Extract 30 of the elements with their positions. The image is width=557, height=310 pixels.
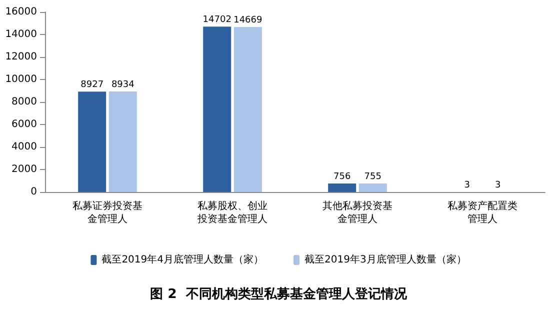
- data-label: 8927: [80, 80, 104, 90]
- legend-label: 截至2019年3月底管理人数量（家）: [304, 254, 466, 266]
- y-tick-label: 0: [30, 186, 37, 198]
- y-tick-label: 16000: [5, 6, 37, 18]
- y-tick-label: 4000: [12, 142, 37, 152]
- text: 图 2 不同机构类型私募基金管理人登记情况: [150, 287, 408, 302]
- bar: [234, 26, 262, 192]
- bar: [108, 91, 137, 192]
- data-label: 14669: [234, 15, 262, 26]
- x-tick-label: 私募证券投资基金管理人: [72, 200, 142, 225]
- x-tick-label: 私募股权、创业投资基金管理人: [196, 200, 268, 225]
- bar: [358, 184, 387, 192]
- y-tick-label: 6000: [12, 119, 37, 130]
- data-label: 14702: [202, 15, 232, 26]
- x-tick-label: 私募资产配置类管理人: [448, 200, 518, 225]
- legend-label: 截至2019年4月底管理人数量（家）: [102, 254, 264, 266]
- y-tick-label: 2000: [12, 164, 37, 175]
- x-tick-label: 其他私募投资基金管理人: [322, 200, 392, 225]
- data-label: 756: [334, 172, 351, 182]
- data-label: 3: [495, 180, 501, 190]
- data-label: 755: [364, 172, 382, 182]
- y-tick-label: 8000: [12, 96, 37, 108]
- y-tick-label: 12000: [5, 52, 37, 62]
- data-label: 8934: [111, 80, 135, 90]
- bar: [328, 183, 356, 192]
- y-tick-label: 14000: [5, 29, 37, 40]
- data-label: 3: [464, 180, 470, 190]
- bar: [203, 26, 232, 192]
- y-tick-label: 10000: [5, 74, 37, 85]
- bar: [78, 92, 106, 192]
